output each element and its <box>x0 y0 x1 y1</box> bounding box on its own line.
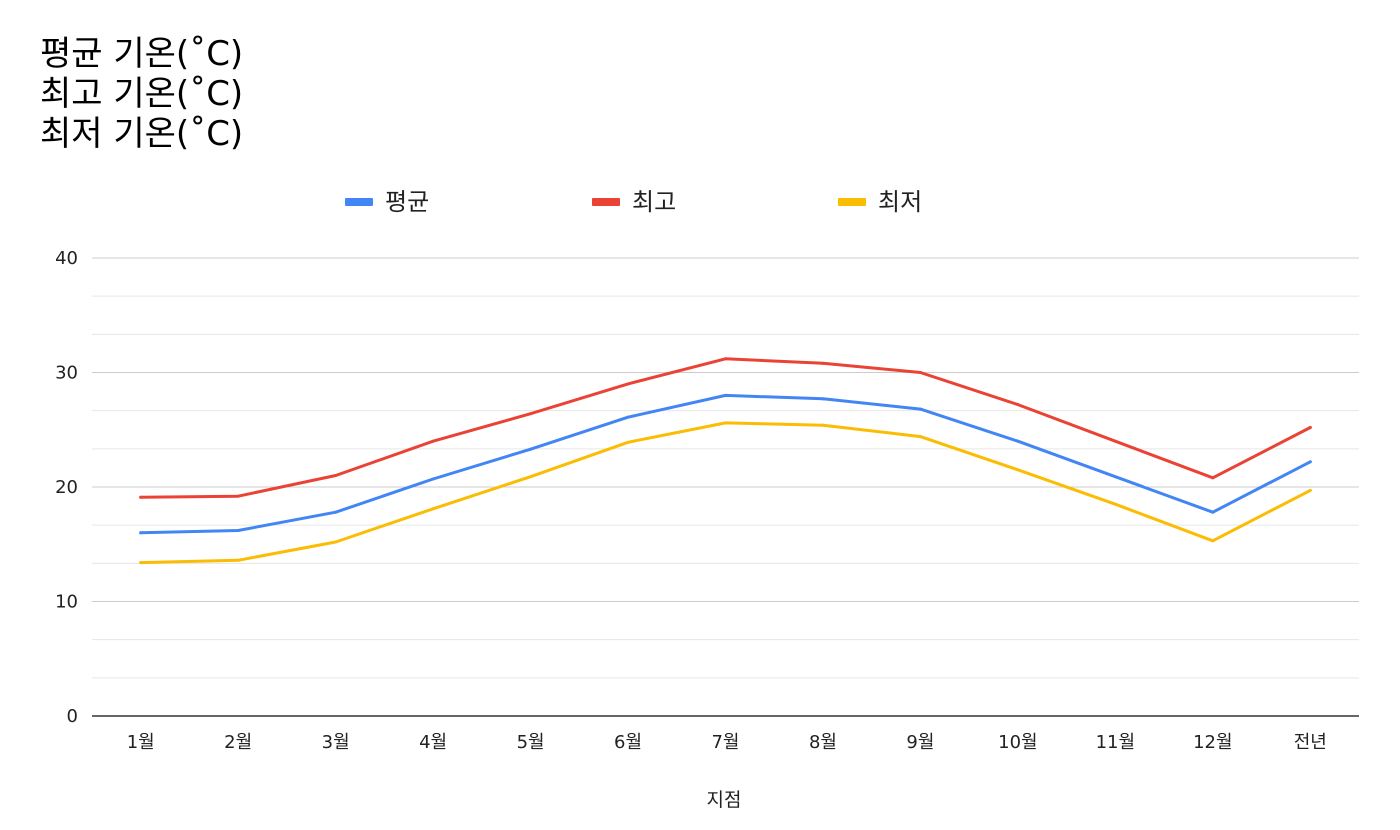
data-point <box>918 371 922 374</box>
y-tick-label: 40 <box>55 248 78 269</box>
x-tick-label: 12월 <box>1193 732 1232 753</box>
x-tick-label: 9월 <box>906 732 934 753</box>
data-point <box>236 529 240 533</box>
legend-item-2[interactable]: 최저 <box>838 188 922 216</box>
data-point <box>724 357 727 361</box>
data-point <box>918 407 922 411</box>
data-point <box>334 510 338 514</box>
data-point <box>1211 539 1215 543</box>
data-point <box>529 447 533 451</box>
x-tick-label: 10월 <box>998 732 1037 753</box>
legend-label: 최저 <box>878 188 922 216</box>
data-point <box>431 439 435 443</box>
data-point <box>236 558 240 562</box>
data-point <box>1211 510 1215 514</box>
data-point <box>724 393 727 397</box>
chart-title: 평균 기온(˚C) 최고 기온(˚C) 최저 기온(˚C) <box>40 34 244 154</box>
legend-swatch <box>345 198 373 206</box>
data-point <box>334 474 338 478</box>
x-tick-label: 전년 <box>1294 732 1327 753</box>
x-tick-label: 5월 <box>517 732 545 753</box>
data-point <box>821 423 825 427</box>
data-point <box>1308 488 1312 492</box>
legend[interactable]: 평균 최고 최저 <box>345 188 922 216</box>
data-point <box>1016 403 1020 407</box>
series-line-2 <box>139 421 1312 565</box>
x-tick-label: 2월 <box>224 732 252 753</box>
grid-lines <box>92 257 1359 717</box>
legend-label: 평균 <box>385 188 429 216</box>
data-point <box>1211 476 1215 480</box>
x-tick-label: 8월 <box>809 732 837 753</box>
x-tick-label: 1월 <box>127 732 155 753</box>
data-point <box>918 435 922 439</box>
series-lines <box>139 357 1312 565</box>
data-point <box>139 531 143 535</box>
data-point <box>334 540 338 544</box>
data-point <box>626 415 630 419</box>
x-tick-label: 6월 <box>614 732 642 753</box>
x-tick-label: 4월 <box>419 732 447 753</box>
y-tick-label: 10 <box>55 592 78 613</box>
data-point <box>1113 475 1117 479</box>
data-point <box>431 507 435 511</box>
legend-item-1[interactable]: 최고 <box>592 188 676 216</box>
data-point <box>821 361 825 365</box>
data-point <box>1016 439 1020 443</box>
data-point <box>1113 439 1117 443</box>
x-axis-ticks: 1월 2월 3월 4월 5월 6월 7월 8월 9월 10월 11월 12월 전년 <box>127 732 1327 753</box>
x-axis-title: 지점 <box>707 789 742 811</box>
y-axis-ticks: 0 10 20 30 40 <box>55 248 78 727</box>
legend-item-0[interactable]: 평균 <box>345 188 429 216</box>
data-point <box>139 561 143 565</box>
data-point <box>1016 468 1020 472</box>
data-point <box>626 440 630 444</box>
data-point <box>1308 460 1312 464</box>
data-point <box>236 494 240 498</box>
y-tick-label: 30 <box>55 363 78 384</box>
data-point <box>431 477 435 481</box>
legend-label: 최고 <box>632 188 676 216</box>
y-tick-label: 20 <box>55 477 78 498</box>
data-point <box>1113 502 1117 506</box>
x-tick-label: 7월 <box>711 732 739 753</box>
x-tick-label: 11월 <box>1096 732 1135 753</box>
data-point <box>529 412 533 416</box>
legend-swatch <box>838 198 866 206</box>
legend-swatch <box>592 198 620 206</box>
data-point <box>626 382 630 386</box>
data-point <box>1308 425 1312 429</box>
data-point <box>724 421 727 425</box>
x-tick-label: 3월 <box>322 732 350 753</box>
series-line-1 <box>139 357 1312 499</box>
data-point <box>821 397 825 401</box>
data-point <box>529 475 533 479</box>
y-tick-label: 0 <box>67 706 78 727</box>
data-point <box>139 495 143 499</box>
